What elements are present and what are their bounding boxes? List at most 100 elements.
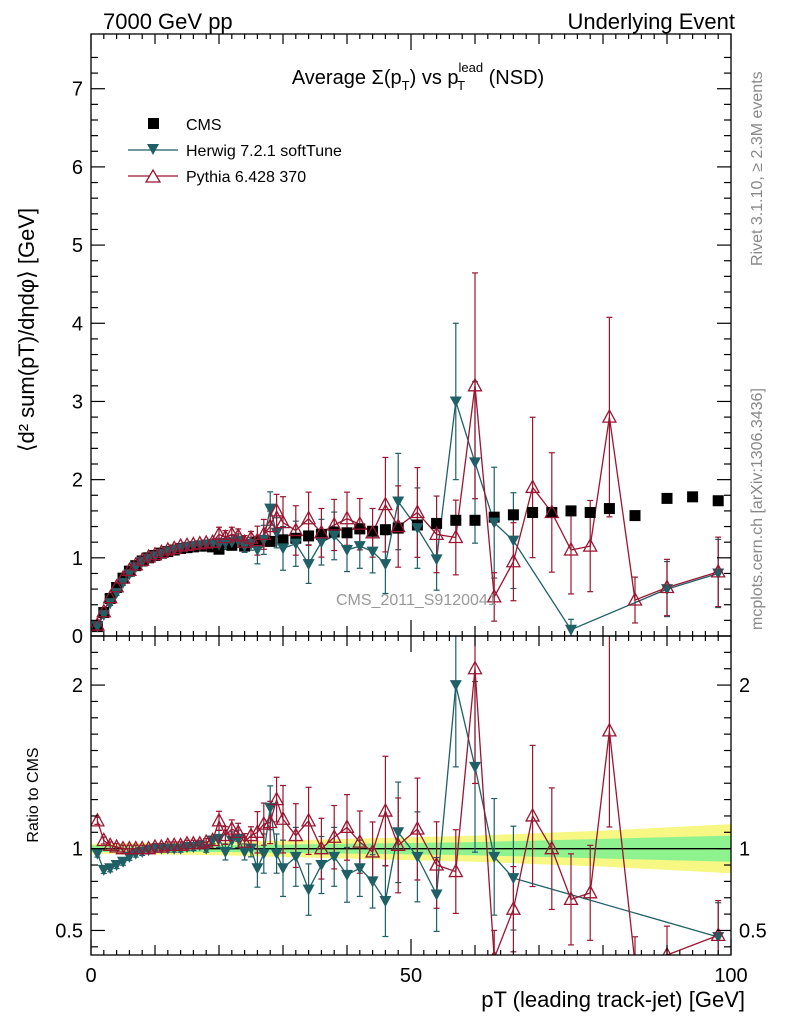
rivet-label: Rivet 3.1.10, ≥ 2.3M events bbox=[749, 71, 766, 266]
pythia-main-point bbox=[710, 563, 726, 578]
pythia-ratio-point bbox=[224, 820, 240, 835]
pythia-main-point bbox=[429, 525, 445, 541]
pythia-ratio-point bbox=[243, 827, 259, 842]
herwig-ratio-point bbox=[123, 851, 136, 863]
pythia-main-point bbox=[365, 524, 381, 539]
pythia-ratio-point bbox=[582, 884, 598, 899]
herwig-ratio-point bbox=[277, 863, 289, 875]
main-y-tick-label: 0 bbox=[72, 626, 83, 648]
pythia-ratio-point bbox=[269, 791, 285, 806]
herwig-ratio-point bbox=[430, 889, 443, 901]
main-y-tick-label: 6 bbox=[72, 157, 83, 179]
ratio-markers bbox=[91, 660, 726, 955]
x-tick-label: 50 bbox=[400, 965, 422, 987]
cms-point bbox=[392, 522, 404, 534]
main-error-bars bbox=[94, 272, 722, 636]
herwig-ratio-point bbox=[289, 851, 302, 863]
pythia-ratio-point bbox=[390, 837, 406, 852]
herwig-ratio-point bbox=[117, 856, 129, 868]
pythia-ratio-point bbox=[601, 722, 617, 737]
pythia-ratio-point bbox=[339, 819, 355, 834]
pythia-ratio-point bbox=[326, 828, 342, 843]
cms-point bbox=[488, 511, 500, 523]
cms-point bbox=[584, 506, 596, 518]
pythia-main-line bbox=[96, 385, 719, 626]
pythia-main-point bbox=[230, 527, 246, 542]
main-y-tick-label: 1 bbox=[72, 548, 83, 570]
pythia-ratio-point bbox=[301, 812, 317, 827]
pythia-ratio-point bbox=[544, 840, 560, 855]
herwig-main-point bbox=[328, 530, 341, 542]
pythia-main-point bbox=[115, 569, 131, 584]
main-y-tick-label: 2 bbox=[72, 470, 83, 492]
pythia-main-point bbox=[211, 525, 227, 541]
herwig-ratio-point bbox=[315, 860, 328, 872]
pythia-main-point bbox=[525, 479, 541, 494]
pythia-main-point bbox=[96, 603, 112, 618]
herwig-main-point bbox=[392, 496, 405, 508]
pythia-main-point bbox=[377, 496, 393, 511]
mcplots-label: mcplots.cern.ch [arXiv:1306.3436] bbox=[749, 388, 766, 630]
cms-point bbox=[469, 514, 481, 526]
pythia-main-point bbox=[256, 525, 272, 541]
pythia-main-point bbox=[390, 518, 406, 533]
pythia-ratio-point bbox=[141, 840, 157, 855]
herwig-main-point bbox=[488, 517, 501, 529]
cms-point bbox=[527, 506, 539, 518]
herwig-ratio-point bbox=[257, 848, 270, 860]
herwig-ratio-point bbox=[366, 876, 379, 888]
pythia-ratio-point bbox=[313, 840, 329, 855]
legend-pythia-marker bbox=[144, 168, 162, 183]
pythia-main-point bbox=[262, 518, 278, 533]
pythia-main-point bbox=[301, 510, 317, 525]
ratio-y-tick-label-right: 2 bbox=[739, 675, 750, 697]
herwig-ratio-point bbox=[392, 827, 405, 839]
pythia-main-point bbox=[134, 551, 150, 566]
herwig-ratio-point bbox=[353, 863, 366, 875]
herwig-main-point bbox=[565, 624, 577, 636]
cms-point bbox=[712, 495, 724, 507]
cms-point bbox=[315, 528, 327, 540]
herwig-main-point bbox=[507, 535, 520, 547]
main-y-tick-label: 3 bbox=[72, 391, 83, 413]
herwig-ratio-point bbox=[469, 761, 481, 773]
herwig-main-point bbox=[264, 503, 277, 515]
cms-point bbox=[367, 525, 379, 537]
herwig-ratio-point bbox=[328, 851, 341, 863]
cms-point bbox=[431, 517, 443, 529]
cms-point bbox=[661, 492, 673, 504]
pythia-ratio-point bbox=[102, 837, 118, 852]
herwig-main-point bbox=[379, 559, 392, 571]
pythia-main-point bbox=[627, 591, 643, 606]
herwig-main-point bbox=[97, 609, 110, 621]
herwig-ratio-point bbox=[245, 843, 257, 855]
herwig-ratio-point bbox=[507, 873, 520, 885]
pythia-main-point bbox=[409, 504, 425, 519]
herwig-ratio-point bbox=[411, 851, 424, 863]
cms-point bbox=[341, 527, 353, 539]
ratio-error-bars bbox=[94, 636, 722, 955]
pythia-ratio-point bbox=[710, 927, 726, 942]
legend-herwig-label: Herwig 7.2.1 softTune bbox=[186, 143, 342, 160]
pythia-ratio-point bbox=[192, 835, 208, 850]
x-tick-label: 0 bbox=[85, 965, 96, 987]
herwig-ratio-point bbox=[219, 846, 232, 858]
cms-point bbox=[629, 510, 641, 522]
herwig-main-point bbox=[104, 598, 117, 610]
pythia-ratio-point bbox=[173, 837, 189, 852]
pythia-ratio-point bbox=[230, 823, 246, 838]
pythia-ratio-point bbox=[288, 827, 304, 842]
herwig-main-point bbox=[289, 538, 302, 550]
pythia-ratio-point bbox=[262, 814, 278, 829]
ratio-y-tick-label: 2 bbox=[72, 675, 83, 697]
main-y-tick-label: 7 bbox=[72, 79, 83, 101]
herwig-ratio-line bbox=[96, 684, 719, 938]
ratio-y-axis-label: Ratio to CMS bbox=[25, 747, 42, 842]
pythia-ratio-point bbox=[409, 820, 425, 835]
ratio-frame bbox=[90, 635, 732, 956]
pythia-ratio-point bbox=[96, 832, 112, 847]
pythia-main-point bbox=[237, 533, 253, 548]
ratio-y-tick-label: 0.5 bbox=[55, 920, 83, 942]
pythia-ratio-point bbox=[352, 833, 368, 848]
